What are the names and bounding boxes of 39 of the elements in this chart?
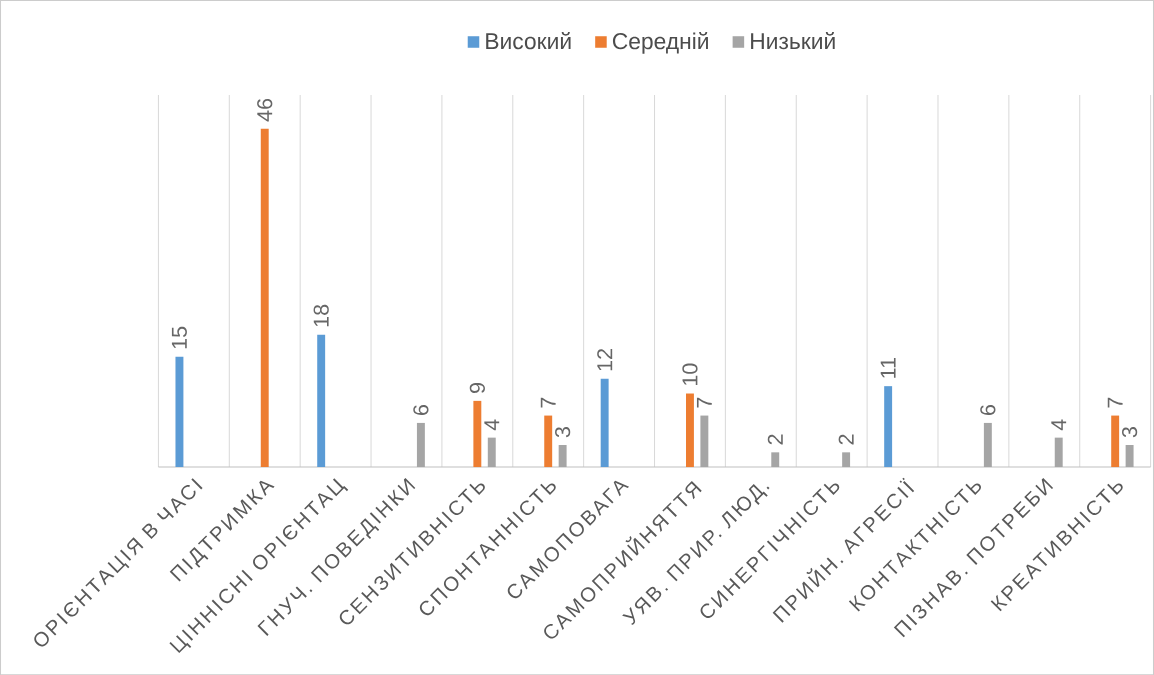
legend-label: Середній [612, 32, 708, 54]
data-label: 46 [257, 98, 273, 122]
bar [260, 128, 269, 467]
bar [685, 393, 694, 467]
legend-label: Високий [486, 32, 571, 50]
bar [983, 422, 992, 467]
data-label: 11 [880, 357, 896, 378]
bar [317, 334, 326, 467]
bar [842, 452, 851, 467]
data-label: 2 [838, 434, 854, 445]
data-label: 3 [1121, 426, 1138, 438]
data-label: 18 [313, 304, 329, 327]
bar [600, 378, 609, 467]
bar [1111, 415, 1120, 467]
bar [487, 437, 496, 467]
data-label: 6 [413, 404, 429, 415]
data-label: 7 [540, 397, 556, 408]
bar [1125, 444, 1134, 467]
bar [544, 415, 553, 467]
data-label: 7 [1107, 397, 1123, 408]
data-label: 4 [484, 419, 500, 431]
bar [700, 415, 709, 467]
bar [771, 452, 780, 467]
data-label: 9 [469, 382, 485, 393]
data-label: 6 [980, 404, 996, 415]
data-label: 2 [767, 434, 783, 445]
bar [1054, 437, 1063, 467]
data-label: 12 [597, 349, 613, 371]
data-label: 10 [682, 363, 698, 385]
bar [175, 356, 184, 467]
data-label: 4 [1051, 419, 1067, 431]
bar [473, 400, 482, 467]
bar [558, 444, 567, 467]
data-label: 7 [696, 397, 712, 408]
bar [416, 422, 425, 467]
bar [884, 386, 893, 467]
data-label: 3 [555, 426, 571, 438]
data-label: 15 [171, 326, 187, 349]
legend-label: Низький [751, 32, 835, 50]
